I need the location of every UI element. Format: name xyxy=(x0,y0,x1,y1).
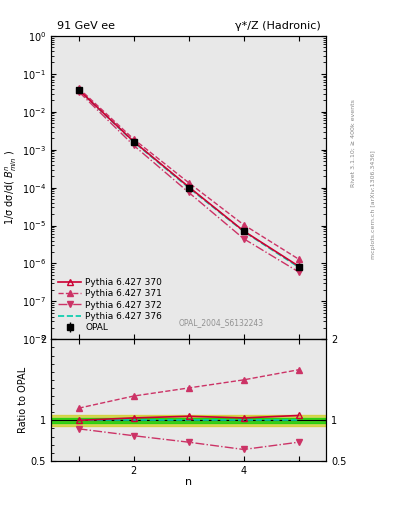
Pythia 6.427 371 xyxy=(76,85,81,91)
Pythia 6.427 370 xyxy=(241,228,246,234)
Line: Pythia 6.427 370: Pythia 6.427 370 xyxy=(76,87,301,269)
Pythia 6.427 376 xyxy=(131,139,136,145)
Text: Rivet 3.1.10; ≥ 400k events: Rivet 3.1.10; ≥ 400k events xyxy=(351,99,356,187)
Pythia 6.427 372 xyxy=(186,189,191,196)
Pythia 6.427 372 xyxy=(241,236,246,242)
Text: mcplots.cern.ch [arXiv:1306.3436]: mcplots.cern.ch [arXiv:1306.3436] xyxy=(371,151,376,259)
Pythia 6.427 370 xyxy=(296,263,301,269)
Pythia 6.427 371 xyxy=(296,256,301,262)
Y-axis label: 1/σ dσ/d( $B^n_{min}$ ): 1/σ dσ/d( $B^n_{min}$ ) xyxy=(4,150,19,225)
Pythia 6.427 376 xyxy=(76,87,81,93)
Text: γ*/Z (Hadronic): γ*/Z (Hadronic) xyxy=(235,22,321,31)
Line: Pythia 6.427 376: Pythia 6.427 376 xyxy=(79,90,299,267)
Pythia 6.427 376 xyxy=(296,264,301,270)
Bar xyxy=(51,415,326,426)
X-axis label: n: n xyxy=(185,477,192,487)
Pythia 6.427 376 xyxy=(241,228,246,234)
Y-axis label: Ratio to OPAL: Ratio to OPAL xyxy=(18,367,28,433)
Line: Pythia 6.427 372: Pythia 6.427 372 xyxy=(76,89,301,275)
Pythia 6.427 370 xyxy=(186,184,191,190)
Pythia 6.427 371 xyxy=(131,136,136,142)
Text: OPAL_2004_S6132243: OPAL_2004_S6132243 xyxy=(179,318,264,327)
Legend: Pythia 6.427 370, Pythia 6.427 371, Pythia 6.427 372, Pythia 6.427 376, OPAL: Pythia 6.427 370, Pythia 6.427 371, Pyth… xyxy=(55,275,165,335)
Pythia 6.427 371 xyxy=(241,222,246,228)
Pythia 6.427 371 xyxy=(186,180,191,186)
Pythia 6.427 370 xyxy=(76,87,81,93)
Bar xyxy=(51,418,326,423)
Pythia 6.427 372 xyxy=(296,269,301,275)
Pythia 6.427 372 xyxy=(76,89,81,95)
Line: Pythia 6.427 371: Pythia 6.427 371 xyxy=(76,86,301,262)
Pythia 6.427 370 xyxy=(131,138,136,144)
Pythia 6.427 372 xyxy=(131,142,136,148)
Text: 91 GeV ee: 91 GeV ee xyxy=(57,22,115,31)
Pythia 6.427 376 xyxy=(186,184,191,190)
